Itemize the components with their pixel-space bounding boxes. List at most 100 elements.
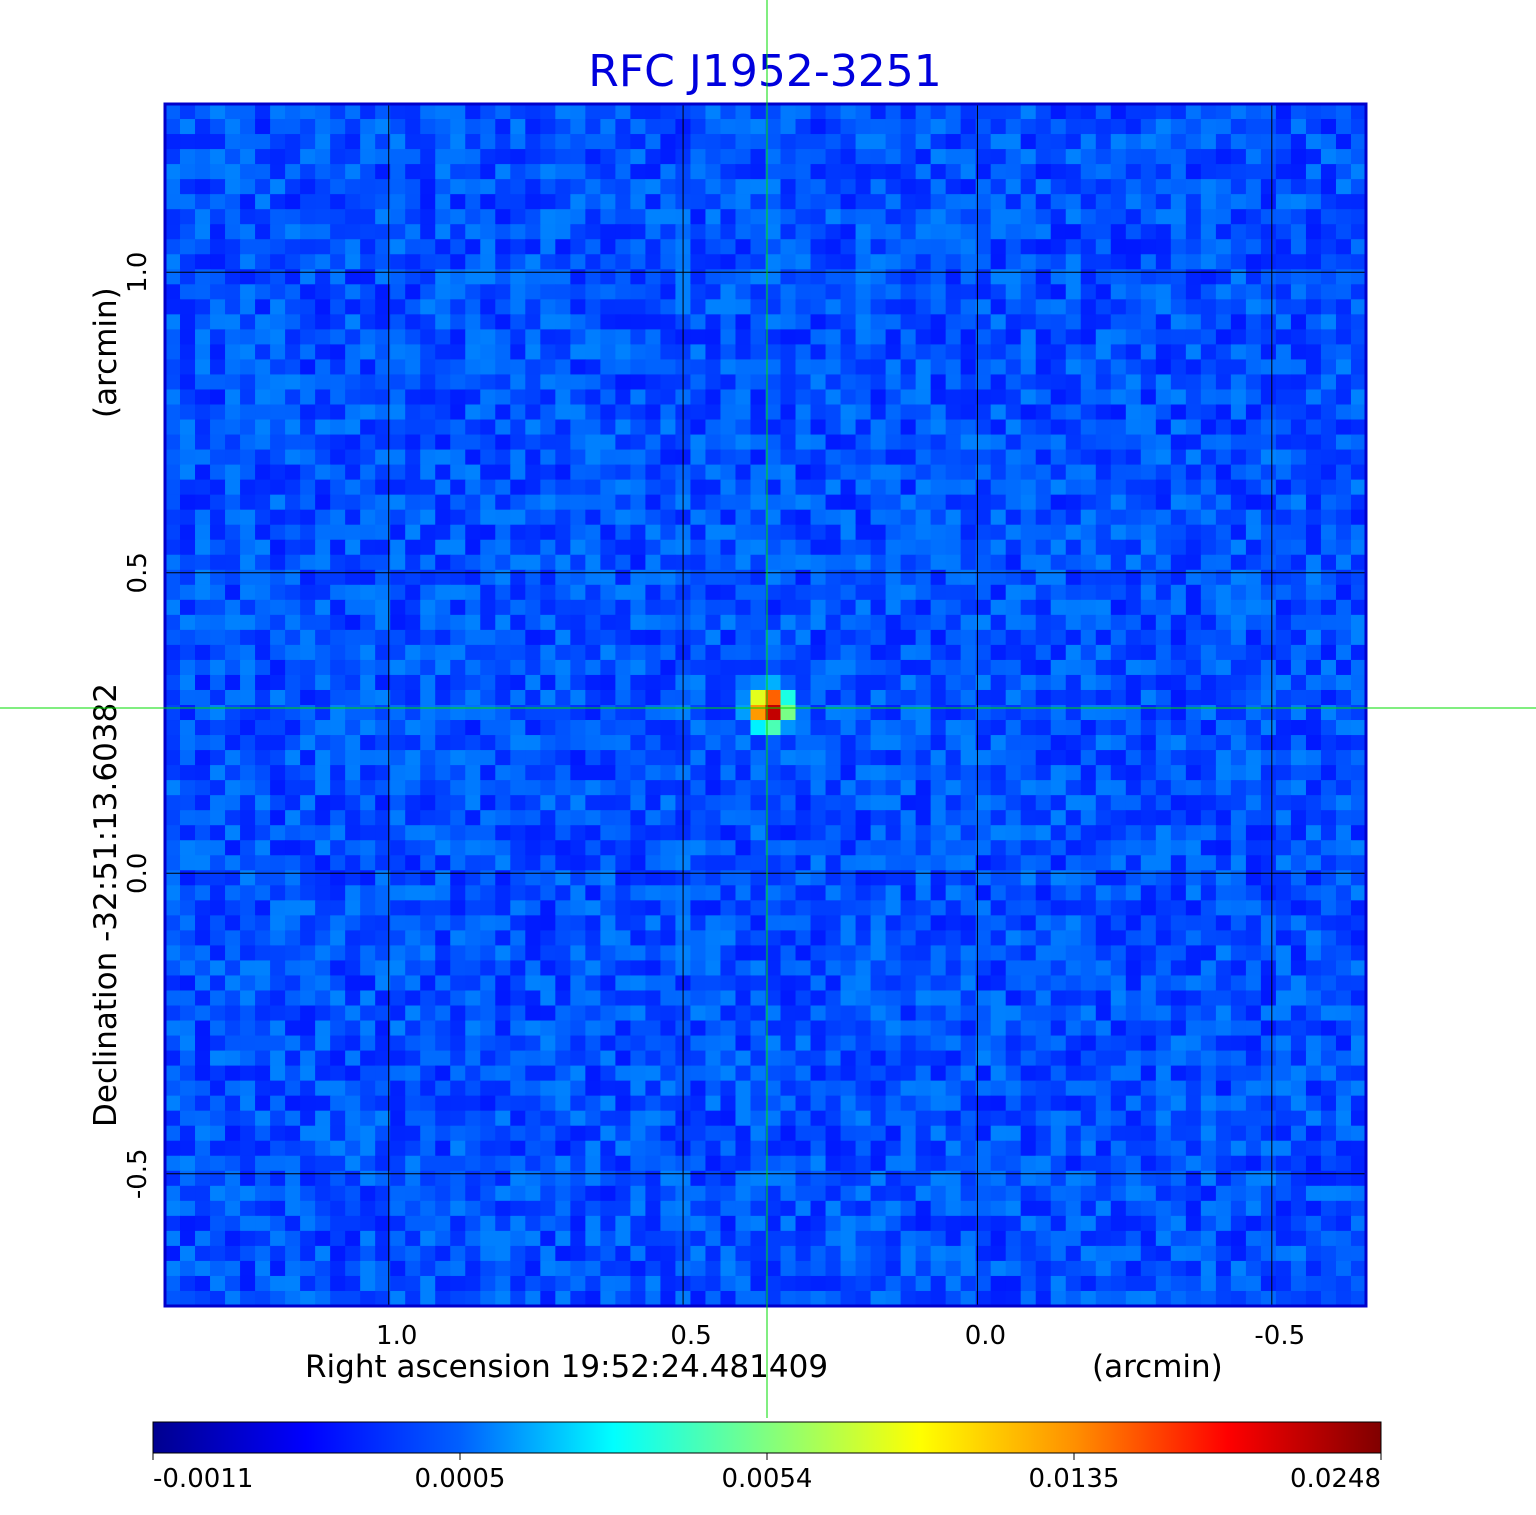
image-pixel: [495, 224, 511, 240]
image-pixel: [1155, 119, 1172, 135]
image-pixel: [405, 359, 421, 376]
image-pixel: [300, 735, 316, 751]
image-pixel: [885, 930, 902, 947]
image-pixel: [1200, 765, 1217, 781]
image-pixel: [1290, 975, 1307, 992]
image-pixel: [975, 134, 992, 150]
image-pixel: [600, 464, 616, 481]
image-pixel: [585, 164, 601, 180]
image-pixel: [1260, 389, 1277, 406]
image-pixel: [840, 930, 857, 947]
image-pixel: [825, 224, 842, 240]
image-pixel: [315, 284, 331, 300]
image-pixel: [1200, 479, 1217, 496]
image-pixel: [930, 539, 947, 556]
image-pixel: [1170, 780, 1187, 796]
image-pixel: [1035, 599, 1052, 616]
image-pixel: [975, 855, 992, 871]
image-pixel: [960, 344, 977, 361]
image-pixel: [795, 975, 812, 992]
image-pixel: [555, 539, 571, 556]
image-pixel: [630, 539, 646, 556]
image-pixel: [1275, 689, 1292, 706]
image-pixel: [1065, 299, 1082, 315]
image-pixel: [1230, 825, 1247, 841]
image-pixel: [285, 599, 301, 616]
image-pixel: [765, 209, 782, 225]
image-pixel: [1290, 464, 1307, 481]
image-pixel: [180, 735, 196, 751]
image-pixel: [345, 524, 361, 541]
image-pixel: [1230, 990, 1247, 1007]
image-pixel: [480, 254, 496, 270]
image-pixel: [1065, 584, 1082, 601]
image-pixel: [600, 674, 616, 691]
image-pixel: [375, 659, 391, 676]
image-pixel: [840, 479, 857, 496]
image-pixel: [210, 434, 226, 451]
image-pixel: [375, 584, 391, 601]
image-pixel: [360, 539, 376, 556]
image-pixel: [885, 119, 902, 135]
image-pixel: [645, 855, 662, 871]
image-pixel: [780, 810, 797, 826]
image-pixel: [840, 840, 857, 856]
image-pixel: [960, 705, 977, 721]
image-pixel: [765, 945, 782, 962]
image-pixel: [480, 689, 496, 706]
image-pixel: [1050, 404, 1067, 421]
image-pixel: [300, 629, 316, 646]
image-pixel: [555, 119, 571, 135]
image-pixel: [210, 209, 226, 225]
image-pixel: [615, 765, 631, 781]
image-pixel: [630, 765, 646, 781]
image-pixel: [705, 164, 722, 180]
image-pixel: [855, 284, 872, 300]
image-pixel: [615, 119, 631, 135]
image-pixel: [1095, 419, 1112, 436]
image-pixel: [870, 990, 887, 1007]
image-pixel: [990, 404, 1007, 421]
image-pixel: [1275, 299, 1292, 315]
image-pixel: [645, 750, 662, 766]
image-pixel: [705, 629, 722, 646]
image-pixel: [885, 404, 902, 421]
image-pixel: [180, 705, 196, 721]
image-pixel: [915, 134, 932, 150]
image-pixel: [390, 795, 406, 811]
image-pixel: [705, 254, 722, 270]
image-pixel: [1080, 179, 1097, 195]
image-pixel: [1245, 840, 1262, 856]
image-pixel: [645, 644, 662, 661]
image-pixel: [225, 840, 241, 856]
image-pixel: [885, 659, 902, 676]
image-pixel: [165, 990, 181, 1007]
image-pixel: [555, 810, 571, 826]
image-pixel: [180, 960, 196, 977]
image-pixel: [360, 464, 376, 481]
image-pixel: [600, 569, 616, 586]
image-pixel: [960, 419, 977, 436]
image-pixel: [540, 644, 556, 661]
image-pixel: [555, 419, 571, 436]
image-pixel: [315, 584, 331, 601]
image-pixel: [1275, 659, 1292, 676]
image-pixel: [1065, 344, 1082, 361]
image-pixel: [960, 149, 977, 165]
image-pixel: [570, 314, 586, 330]
image-pixel: [285, 524, 301, 541]
image-pixel: [870, 224, 887, 240]
image-pixel: [630, 359, 646, 376]
image-pixel: [1005, 239, 1022, 255]
image-pixel: [285, 359, 301, 376]
image-pixel: [810, 344, 827, 361]
image-pixel: [1005, 689, 1022, 706]
image-pixel: [390, 1020, 406, 1037]
image-pixel: [615, 750, 631, 766]
image-pixel: [1080, 164, 1097, 180]
image-pixel: [435, 284, 451, 300]
image-pixel: [315, 765, 331, 781]
image-pixel: [1305, 494, 1322, 511]
image-pixel: [525, 449, 541, 466]
image-pixel: [1110, 284, 1127, 300]
